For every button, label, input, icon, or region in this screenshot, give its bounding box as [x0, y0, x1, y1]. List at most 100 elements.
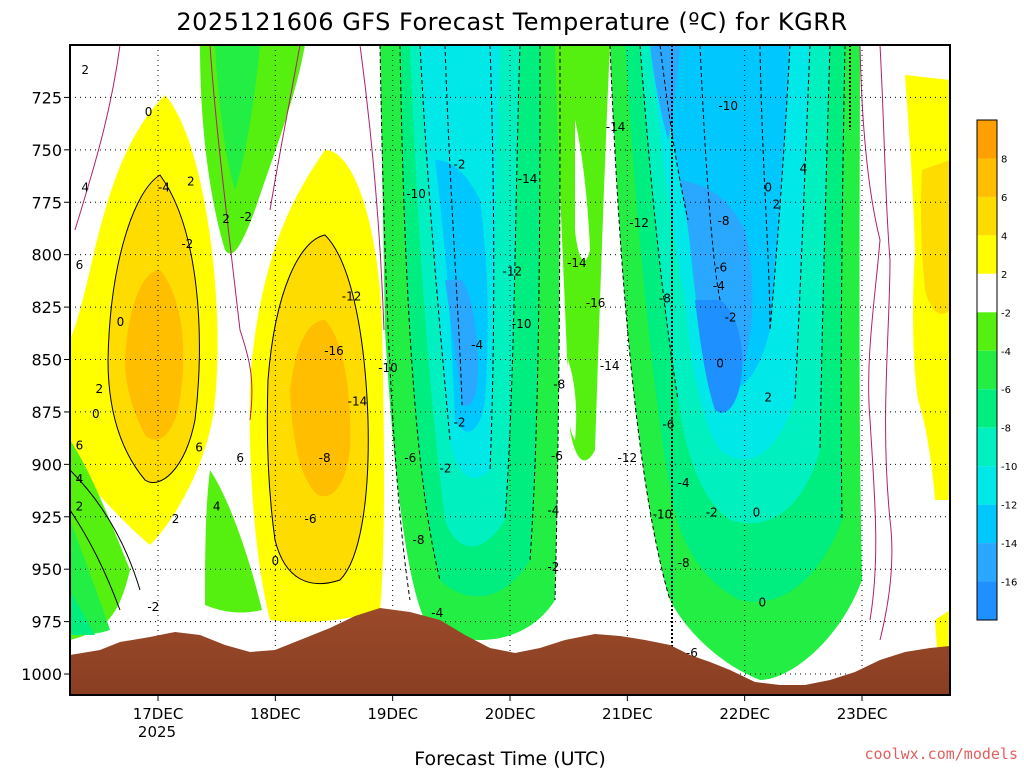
- contour-label: 0: [753, 506, 761, 520]
- contour-label: -8: [553, 378, 565, 392]
- y-tick-label: 875: [31, 403, 62, 422]
- contour-label: 6: [195, 441, 203, 455]
- contour-label: -4: [713, 279, 725, 293]
- contour-label: -4: [431, 606, 443, 620]
- colorbar-frame: [976, 119, 998, 621]
- contour-label: -14: [518, 172, 538, 186]
- contour-label: -8: [718, 214, 730, 228]
- contour-label: 0: [92, 407, 100, 421]
- contour-lines: [70, 45, 893, 650]
- colorbar: 8 6 4 2 -2 -4 -6 -8 -10 -12 -14 -16: [976, 119, 1017, 621]
- colorbar-tick-label: -16: [1001, 578, 1017, 589]
- chart-title: 2025121606 GFS Forecast Temperature (ºC)…: [176, 8, 847, 36]
- contour-label: -16: [324, 344, 344, 358]
- contour-label: -6: [662, 418, 674, 432]
- colorbar-swatch: [977, 158, 997, 197]
- colorbar-swatch: [977, 543, 997, 582]
- contour-label: -6: [715, 260, 727, 274]
- x-tick-label: 23DEC: [837, 705, 888, 723]
- contour-label: -2: [240, 210, 252, 224]
- contour-label: 6: [236, 451, 244, 465]
- contour-label: -2: [147, 600, 159, 614]
- contour-label: 0: [764, 181, 772, 195]
- contour-label: 0: [758, 596, 766, 610]
- y-axis: 725 750 775 800 825 850 875 900 925 950 975 1000: [21, 88, 70, 684]
- contour-label: -14: [567, 256, 587, 270]
- contour-label: -12: [503, 264, 523, 278]
- credit-link[interactable]: coolwx.com/models: [864, 745, 1018, 763]
- contour-label: -12: [629, 216, 649, 230]
- y-tick-label: 950: [31, 560, 62, 579]
- temperature-fill: [70, 45, 950, 690]
- colorbar-swatch: [977, 389, 997, 428]
- contour-label: -2: [547, 560, 559, 574]
- contour-label: -16: [586, 296, 606, 310]
- contour-label: 6: [76, 438, 84, 452]
- y-tick-label: 725: [31, 88, 62, 107]
- contour-label: -12: [618, 451, 638, 465]
- contour-label: -2: [706, 506, 718, 520]
- x-tick-label: 20DEC: [485, 705, 536, 723]
- contour-label: 0: [117, 315, 125, 329]
- contour-label: 2: [76, 499, 84, 513]
- terrain: [70, 608, 950, 695]
- x-tick-label: 17DEC: [133, 705, 184, 723]
- contour-label: 4: [213, 499, 221, 513]
- colorbar-swatch: [977, 312, 997, 351]
- y-tick-label: 975: [31, 613, 62, 632]
- y-tick-label: 925: [31, 508, 62, 527]
- colorbar-tick-label: -6: [1001, 385, 1011, 396]
- colorbar-swatch: [977, 235, 997, 274]
- contour-label: 2: [764, 390, 772, 404]
- colorbar-tick-label: -10: [1001, 462, 1017, 473]
- colorbar-tick-label: 2: [1001, 270, 1007, 281]
- contour-label: 2: [187, 174, 195, 188]
- colorbar-swatch: [977, 350, 997, 390]
- colorbar-tick-label: 4: [1001, 231, 1007, 242]
- y-tick-label: 800: [31, 246, 62, 265]
- x-axis-label: Forecast Time (UTC): [414, 748, 605, 768]
- contour-label: 4: [76, 472, 84, 486]
- x-tick-label: 22DEC: [719, 705, 770, 723]
- colorbar-swatch: [977, 504, 997, 544]
- contour-label: -2: [181, 237, 193, 251]
- contour-label: 0: [145, 105, 153, 119]
- contour-label: -6: [404, 451, 416, 465]
- colorbar-tick-label: -12: [1001, 501, 1017, 512]
- contour-label: -4: [471, 338, 483, 352]
- x-tick-label: 18DEC: [250, 705, 301, 723]
- colorbar-tick-label: 8: [1001, 154, 1007, 165]
- contour-label: 0: [716, 357, 724, 371]
- contour-label: -10: [653, 508, 673, 522]
- y-tick-label: 775: [31, 193, 62, 212]
- contour-label: -2: [454, 415, 466, 429]
- x-axis: 17DEC 18DEC 19DEC 20DEC 21DEC 22DEC 23DEC: [133, 695, 888, 723]
- colorbar-swatch: [977, 581, 997, 620]
- contour-label: -14: [600, 359, 620, 373]
- y-tick-label: 1000: [21, 665, 62, 684]
- colorbar-swatch: [977, 196, 997, 236]
- contour-label: -6: [305, 512, 317, 526]
- x-axis-sublabel: 2025: [138, 723, 176, 741]
- contour-label: -8: [412, 533, 424, 547]
- contour-label: 2: [96, 382, 104, 396]
- y-tick-label: 825: [31, 298, 62, 317]
- contour-label: -4: [678, 476, 690, 490]
- y-tick-label: 850: [31, 351, 62, 370]
- colorbar-swatch: [977, 466, 997, 505]
- colorbar-tick-label: -4: [1001, 347, 1011, 358]
- colorbar-tick-label: -2: [1001, 308, 1011, 319]
- contour-label: 2: [172, 512, 180, 526]
- colorbar-swatch: [977, 427, 997, 467]
- contour-label: -2: [454, 158, 466, 172]
- colorbar-swatch: [977, 273, 997, 313]
- contour-label: 6: [76, 258, 84, 272]
- colorbar-tick-label: -14: [1001, 539, 1017, 550]
- y-tick-label: 750: [31, 141, 62, 160]
- contour-label: -10: [718, 99, 738, 113]
- contour-label: -10: [378, 361, 398, 375]
- contour-label: -4: [158, 181, 170, 195]
